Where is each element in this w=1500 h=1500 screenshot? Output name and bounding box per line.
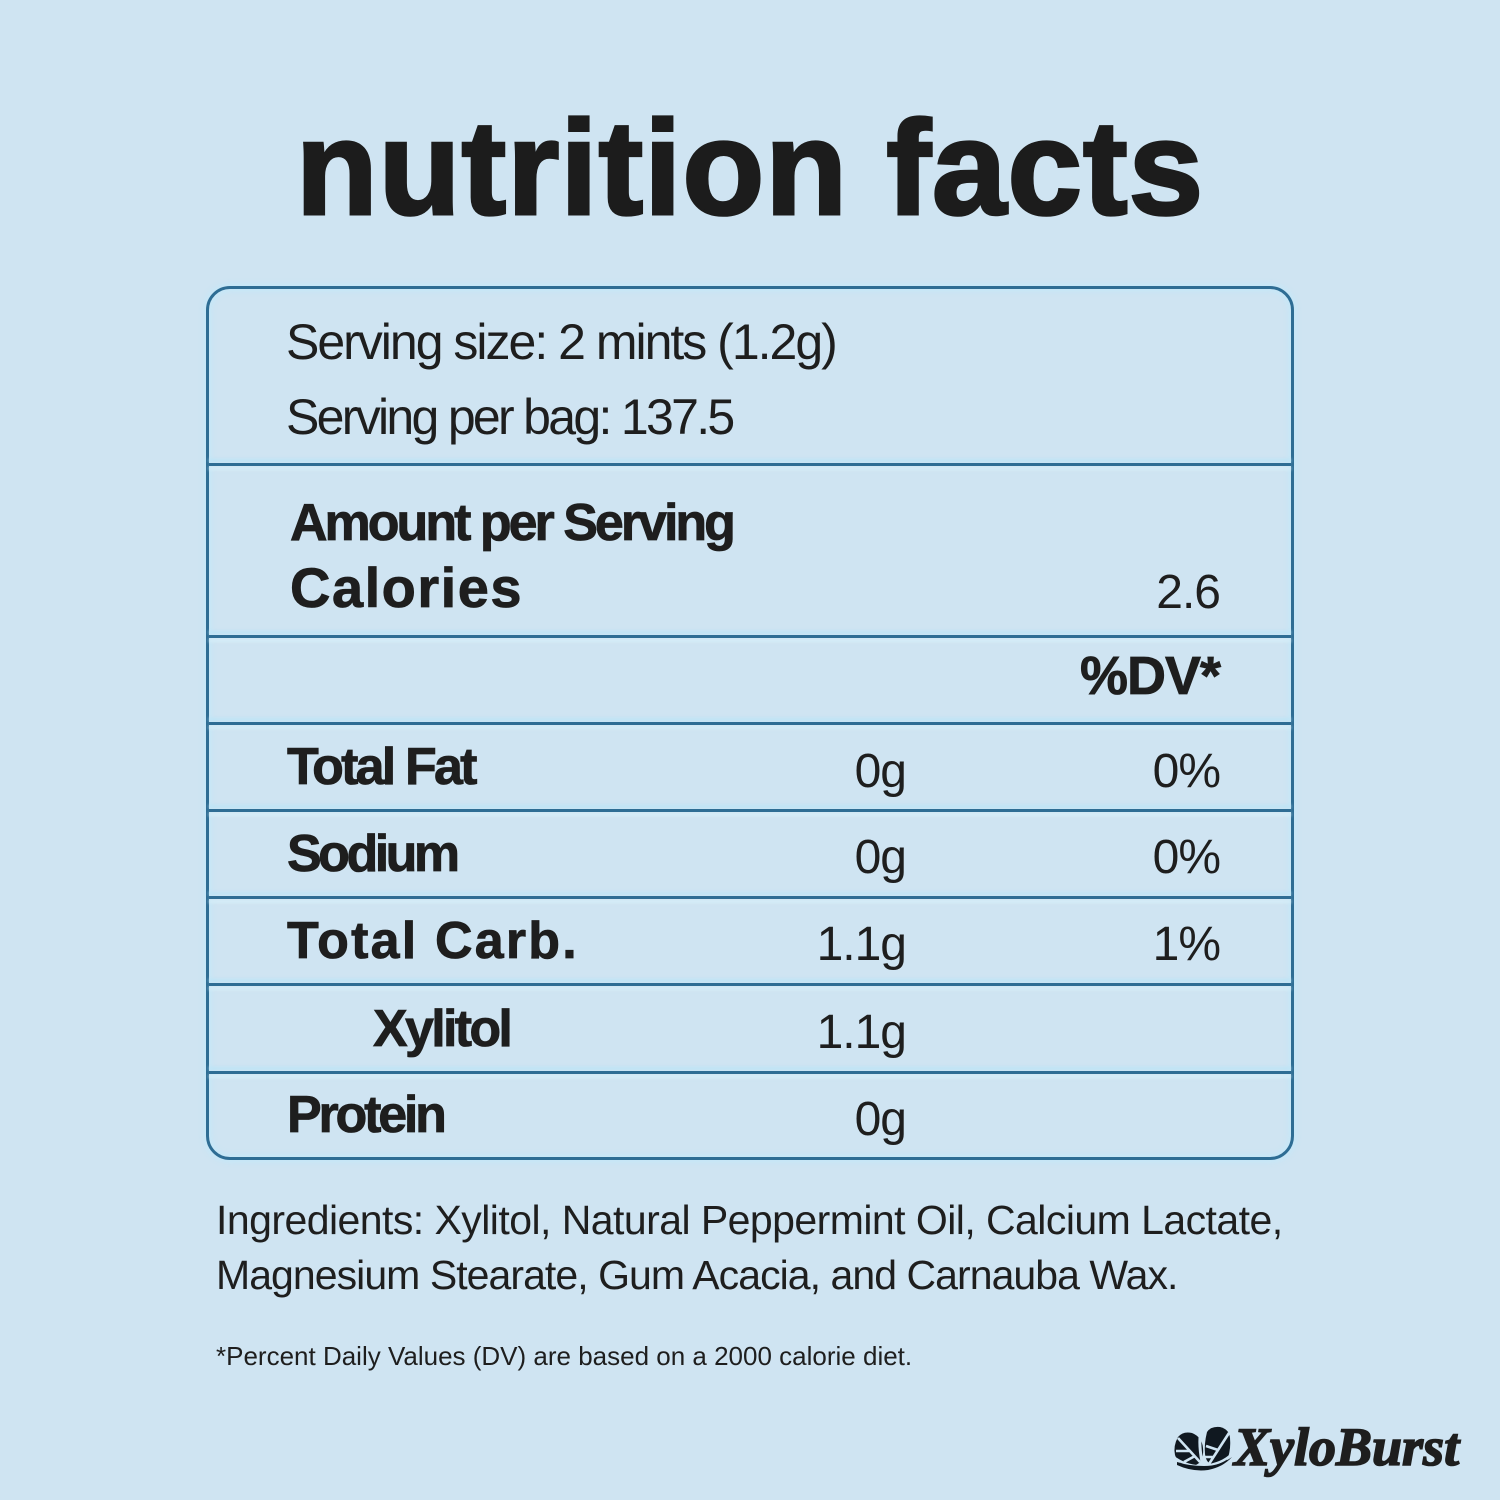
svg-text:XyloBurst: XyloBurst <box>1232 1420 1461 1477</box>
